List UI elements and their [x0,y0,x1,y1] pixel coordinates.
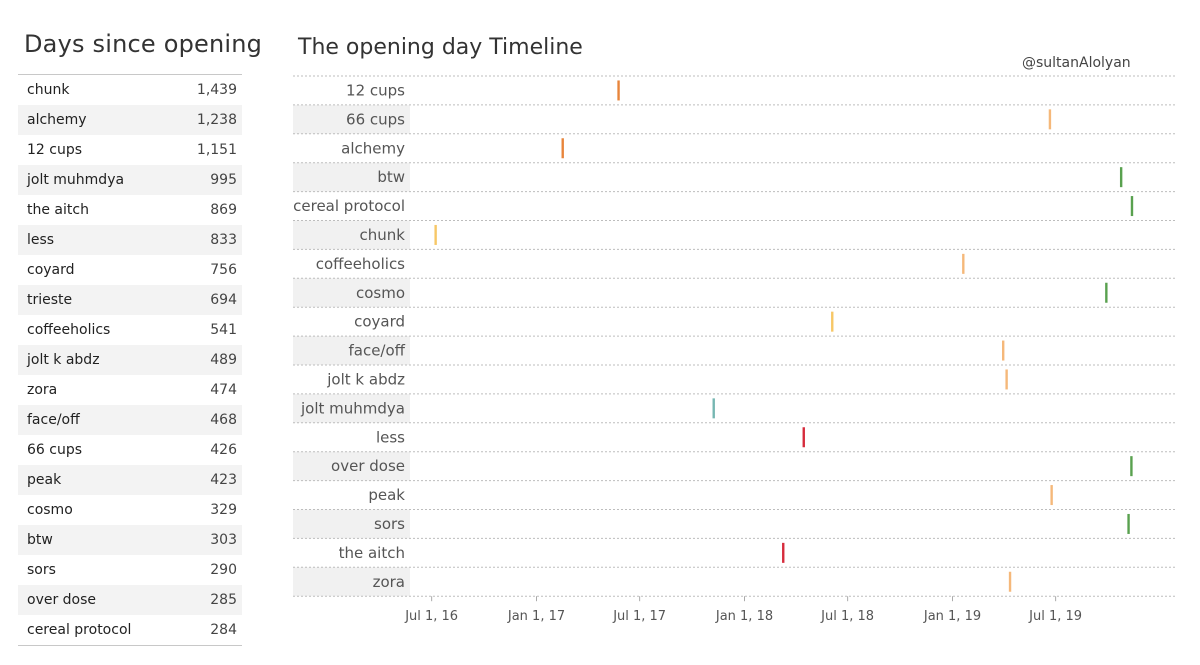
days-value: 1,151 [196,142,237,158]
category-label: less [376,428,405,446]
table-row: trieste 694 [18,285,242,315]
chart-title: The opening day Timeline [298,35,583,60]
table-row: 12 cups 1,151 [18,135,242,165]
x-tick-label: Jul 1, 18 [820,609,874,624]
row-label-band [293,393,410,423]
days-value: 694 [210,292,237,308]
row-label-band [293,567,410,597]
days-value: 284 [210,622,237,638]
row-label-band [293,336,410,365]
table-row: coffeeholics 541 [18,315,242,345]
category-label: 66 cups [346,110,405,128]
shop-name: cereal protocol [27,622,132,638]
category-label: chunk [360,226,406,244]
category-label: cosmo [356,284,405,302]
category-label: face/off [348,342,405,360]
shop-name: zora [27,382,58,398]
shop-name: alchemy [27,112,87,128]
x-tick-label: Jul 1, 19 [1028,609,1082,624]
days-since-opening-title: Days since opening [24,30,263,58]
shop-name: chunk [27,82,70,98]
shop-name: the aitch [27,202,89,218]
days-value: 833 [210,232,237,248]
table-row: less 833 [18,225,242,255]
shop-name: 12 cups [27,142,83,158]
row-label-band [293,162,410,192]
shop-name: over dose [27,592,97,608]
category-label: coffeeholics [316,255,405,273]
days-value: 756 [210,262,237,278]
row-label-band [293,451,410,481]
category-label: sors [374,515,405,533]
table-row: jolt muhmdya 995 [18,165,242,195]
category-label: jolt k abdz [326,370,405,388]
table-row: the aitch 869 [18,195,242,225]
category-label: cereal protocol [293,197,405,215]
row-label-band [293,509,410,539]
shop-name: coyard [27,262,75,278]
x-tick-label: Jul 1, 17 [612,609,666,624]
days-value: 1,439 [196,82,237,98]
table-row: coyard 756 [18,255,242,285]
days-value: 285 [210,592,237,608]
category-label: 12 cups [346,81,405,99]
days-value: 869 [210,202,237,218]
table-row: btw 303 [18,525,242,555]
shop-name: face/off [27,412,80,428]
days-value: 489 [210,352,237,368]
row-label-band [293,220,410,250]
table-row: over dose 285 [18,585,242,615]
shop-name: less [27,232,55,248]
row-label-band [293,104,410,134]
category-label: over dose [331,457,405,475]
shop-name: jolt k abdz [27,352,100,368]
shop-name: trieste [27,292,73,308]
table-row: 66 cups 426 [18,435,242,465]
category-label: alchemy [341,139,405,157]
shop-name: sors [27,562,56,578]
shop-name: peak [27,472,62,488]
credit-handle: @sultanAlolyan [1022,55,1131,71]
days-value: 474 [210,382,237,398]
table-row: alchemy 1,238 [18,105,242,135]
days-value: 468 [210,412,237,428]
x-tick-label: Jan 1, 19 [923,609,981,624]
x-tick-label: Jul 1, 16 [404,609,458,624]
table-row: face/off 468 [18,405,242,435]
category-label: zora [373,573,405,591]
days-value: 426 [210,442,237,458]
shop-name: btw [27,532,53,548]
row-label-band [293,278,410,308]
table-row: cosmo 329 [18,495,242,525]
category-label: coyard [354,313,405,331]
days-value: 541 [210,322,237,338]
table-row: peak 423 [18,465,242,495]
days-value: 290 [210,562,237,578]
table-row: cereal protocol 284 [18,615,242,645]
table-row: sors 290 [18,555,242,585]
shop-name: coffeeholics [27,322,111,338]
category-label: peak [368,486,405,504]
days-since-opening-table: chunk 1,439 alchemy 1,238 12 cups 1,151 jolt m… [18,74,242,646]
shop-name: jolt muhmdya [27,172,125,188]
shop-name: cosmo [27,502,73,518]
table-row: jolt k abdz 489 [18,345,242,375]
table-row: chunk 1,439 [18,75,242,105]
days-value: 995 [210,172,237,188]
category-label: btw [377,168,405,186]
shop-name: 66 cups [27,442,83,458]
days-value: 1,238 [196,112,237,128]
category-label: the aitch [339,544,405,562]
days-value: 329 [210,502,237,518]
x-tick-label: Jan 1, 18 [715,609,773,624]
category-label: jolt muhmdya [300,399,405,417]
days-value: 423 [210,472,237,488]
days-value: 303 [210,532,237,548]
table-row: zora 474 [18,375,242,405]
x-tick-label: Jan 1, 17 [507,609,565,624]
